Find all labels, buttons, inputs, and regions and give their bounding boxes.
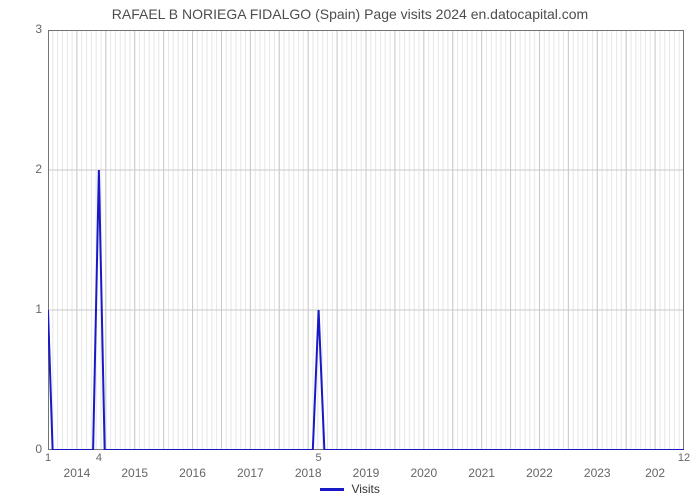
x-tick-label: 2018 — [295, 466, 322, 480]
x-tick-label: 2019 — [353, 466, 380, 480]
legend-label: Visits — [351, 482, 379, 496]
x-tick-label: 2017 — [237, 466, 264, 480]
x-tick-label: 2016 — [179, 466, 206, 480]
x-tick-label: 2022 — [526, 466, 553, 480]
x-tick-label: 2021 — [468, 466, 495, 480]
chart-legend: Visits — [0, 481, 700, 496]
secondary-tick-label: 12 — [678, 452, 690, 464]
x-tick-label: 2020 — [410, 466, 437, 480]
x-tick-label: 2015 — [121, 466, 148, 480]
y-tick-label: 3 — [18, 22, 42, 36]
x-tick-label: 2014 — [64, 466, 91, 480]
secondary-tick-label: 1 — [45, 452, 51, 464]
x-tick-label: 202 — [645, 466, 665, 480]
chart-svg — [48, 30, 684, 450]
secondary-tick-label: 5 — [316, 452, 322, 464]
secondary-tick-label: 4 — [96, 452, 102, 464]
y-tick-label: 0 — [18, 442, 42, 456]
chart-title: RAFAEL B NORIEGA FIDALGO (Spain) Page vi… — [0, 6, 700, 22]
y-tick-label: 2 — [18, 162, 42, 176]
legend-swatch — [320, 488, 344, 491]
chart-container: RAFAEL B NORIEGA FIDALGO (Spain) Page vi… — [0, 0, 700, 500]
chart-plot-area — [48, 30, 684, 450]
y-tick-label: 1 — [18, 302, 42, 316]
x-tick-label: 2023 — [584, 466, 611, 480]
